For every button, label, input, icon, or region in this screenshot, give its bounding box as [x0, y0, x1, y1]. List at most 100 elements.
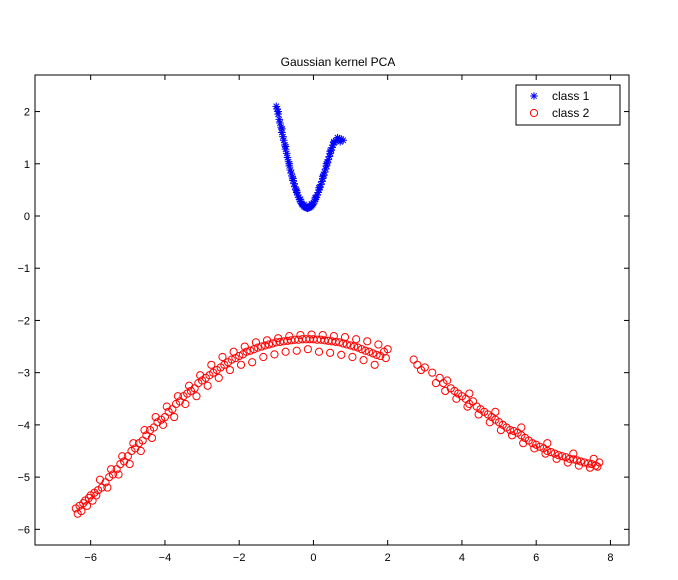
y-tick-label: 0 — [24, 211, 30, 223]
class-1-point — [315, 184, 323, 192]
class-2-point — [339, 339, 348, 348]
class-2-point — [561, 453, 570, 462]
class-2-point — [348, 352, 357, 362]
class-1-point — [325, 152, 334, 161]
class-2-point — [543, 446, 552, 456]
class-2-point — [262, 336, 272, 345]
class-2-point — [151, 412, 160, 422]
class-2-point — [595, 458, 604, 467]
class-1-point — [324, 155, 333, 164]
class-1-point — [279, 132, 287, 141]
class-2-point — [170, 412, 179, 422]
class-2-point — [184, 381, 194, 390]
class-2-point — [563, 458, 572, 467]
class-1-point — [286, 166, 295, 174]
class-1-point — [304, 202, 312, 211]
class-2-point — [428, 368, 437, 377]
class-2-point — [253, 343, 262, 352]
class-2-point — [337, 350, 346, 360]
class-2-point — [383, 345, 392, 354]
class-1-point — [329, 141, 337, 149]
class-2-point — [496, 426, 506, 435]
class-2-point — [270, 350, 279, 359]
class-1-point — [272, 102, 281, 111]
class-2-point — [77, 506, 86, 516]
class-2-point — [314, 347, 324, 356]
class-1-point — [277, 123, 285, 132]
class-2-point — [259, 352, 268, 362]
class-2-point — [235, 351, 244, 361]
x-tick-label: 4 — [459, 552, 465, 564]
class-1-point — [320, 168, 329, 176]
class-2-point — [140, 426, 149, 435]
class-2-point — [552, 454, 561, 463]
class-2-point — [236, 360, 246, 369]
class-2-point — [361, 346, 370, 355]
class-2-point — [546, 447, 556, 457]
class-2-point — [584, 459, 593, 468]
class-2-point — [335, 338, 344, 347]
class-2-point — [264, 340, 273, 349]
class-2-point — [95, 475, 105, 484]
legend-box — [515, 84, 621, 126]
class-2-point — [307, 330, 316, 339]
class-2-point — [196, 371, 205, 380]
class-2-point — [136, 446, 145, 456]
class-1-point — [284, 157, 293, 166]
class-2-point — [162, 402, 171, 411]
class-2-point — [251, 338, 260, 347]
class-2-point — [576, 457, 585, 466]
class-2-point — [296, 330, 305, 340]
class-2-point — [214, 373, 223, 382]
class-2-point — [192, 392, 201, 401]
class-1-point — [318, 177, 326, 186]
class-2-point — [413, 360, 422, 369]
class-2-point — [125, 459, 134, 469]
class-2-point — [359, 356, 368, 365]
x-tick-label: −2 — [233, 552, 246, 564]
series-class-1 — [272, 102, 347, 212]
class-2-point — [248, 358, 257, 367]
class-1-point — [322, 159, 331, 168]
class-1-point — [310, 197, 319, 206]
class-2-point — [368, 349, 377, 358]
class-1-point — [335, 134, 344, 143]
class-1-point — [328, 143, 336, 152]
class-2-point — [541, 449, 550, 458]
class-1-point — [321, 165, 330, 173]
class-2-point — [303, 345, 312, 354]
class-1-point — [336, 138, 344, 146]
class-2-point — [225, 365, 235, 375]
class-1-point — [291, 182, 299, 191]
x-tick-label: 0 — [310, 552, 316, 564]
data-points — [71, 102, 604, 518]
axes: −6 −4 −2 0 2 4 6 8 −6 −5 −4 −3 −2 −1 0 1 2 — [17, 74, 630, 564]
class-2-point — [242, 347, 251, 356]
class-2-point — [227, 355, 236, 364]
class-2-point — [292, 346, 301, 355]
class-2-point — [463, 402, 472, 411]
class-2-point — [246, 346, 255, 355]
class-2-point — [491, 407, 500, 416]
class-2-point — [240, 342, 249, 351]
class-1-point — [307, 200, 316, 208]
class-1-point — [339, 136, 347, 145]
class-2-point — [550, 449, 559, 458]
class-1-point — [283, 153, 292, 162]
class-2-point — [274, 334, 283, 343]
legend-marker — [530, 92, 538, 100]
class-2-point — [207, 360, 216, 369]
y-tick-label: −5 — [17, 472, 30, 484]
class-2-point — [357, 345, 366, 354]
class-2-point — [353, 343, 363, 352]
class-2-point — [558, 452, 567, 461]
class-2-point — [370, 360, 379, 369]
class-2-point — [572, 456, 582, 465]
class-1-point — [281, 142, 290, 151]
class-2-point — [114, 470, 123, 479]
class-2-point — [543, 439, 552, 448]
class-2-point — [409, 355, 418, 364]
class-1-point — [282, 149, 291, 158]
